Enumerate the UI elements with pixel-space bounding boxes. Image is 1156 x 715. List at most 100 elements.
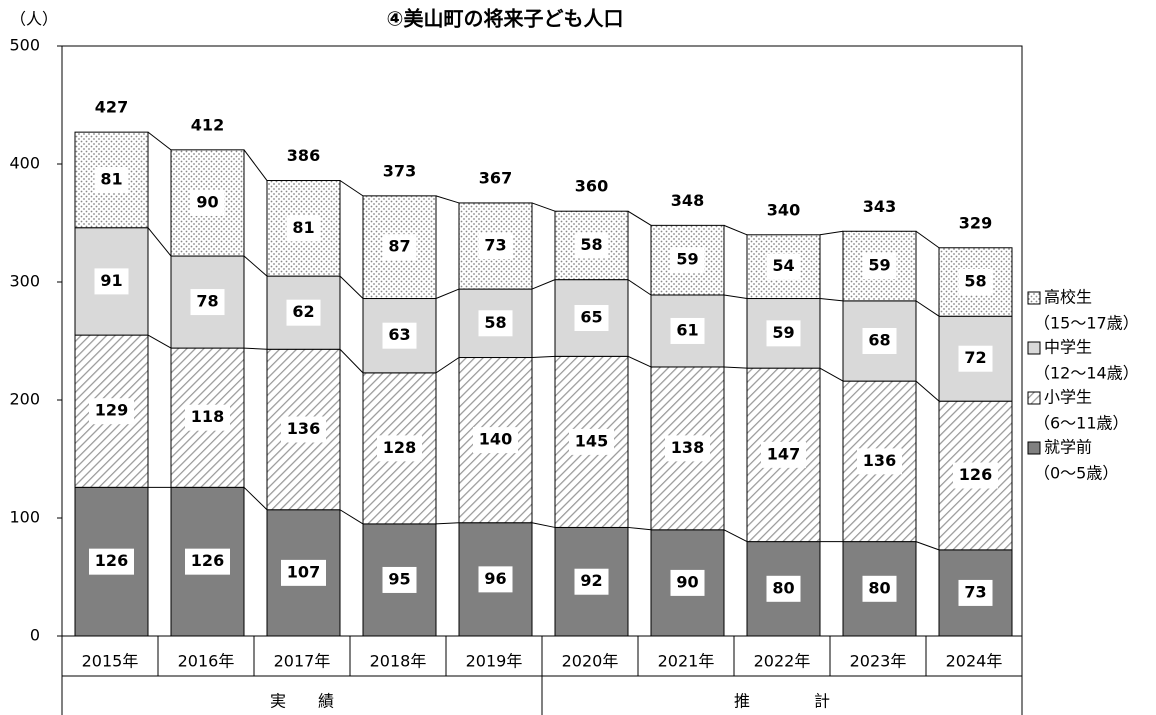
label-box	[190, 189, 225, 216]
value-label: 58	[484, 313, 506, 332]
value-label: 58	[964, 272, 986, 291]
value-label: 96	[484, 569, 506, 588]
label-box	[286, 299, 321, 326]
value-label: 140	[479, 430, 512, 449]
label-box	[958, 269, 993, 295]
value-label: 136	[287, 419, 320, 438]
connector	[147, 131, 172, 151]
connector	[243, 486, 268, 511]
x-tick-label: 2024年	[946, 652, 1003, 671]
total-label: 367	[479, 168, 512, 187]
label-box	[766, 320, 801, 347]
total-label: 329	[959, 213, 992, 232]
label-box	[89, 398, 134, 425]
connector	[243, 347, 268, 350]
label-box	[766, 253, 801, 280]
value-label: 59	[772, 323, 794, 342]
label-box	[281, 416, 326, 443]
label-box	[281, 559, 326, 586]
connector	[723, 366, 748, 369]
connector	[723, 529, 748, 543]
label-box	[473, 427, 518, 454]
value-label: 136	[863, 451, 896, 470]
connector	[915, 380, 940, 402]
legend-label: 小学生	[1044, 388, 1092, 407]
label-box	[377, 435, 422, 462]
value-label: 90	[676, 572, 698, 591]
connector	[915, 230, 940, 249]
connector	[339, 275, 364, 299]
total-label: 340	[767, 200, 800, 219]
connector	[339, 180, 364, 197]
legend-swatch	[1027, 391, 1041, 405]
x-tick-label: 2016年	[178, 652, 235, 671]
connector	[819, 230, 844, 236]
value-label: 72	[964, 348, 986, 367]
value-label: 63	[388, 325, 410, 344]
label-box	[382, 322, 417, 349]
value-label: 78	[196, 292, 218, 311]
connector	[435, 522, 460, 525]
legend-age: （6～11歳）	[1034, 414, 1129, 433]
connector	[723, 224, 748, 236]
label-box	[670, 247, 705, 274]
value-label: 90	[196, 192, 218, 211]
value-label: 80	[868, 578, 890, 597]
connector	[531, 202, 556, 212]
label-box	[862, 253, 897, 280]
value-label: 59	[676, 250, 698, 269]
connector	[531, 279, 556, 290]
legend-age: （12～14歳）	[1034, 364, 1139, 383]
connector	[915, 300, 940, 317]
label-box	[382, 566, 417, 593]
connector	[243, 255, 268, 277]
value-label: 68	[868, 331, 890, 350]
label-box	[569, 428, 614, 455]
value-label: 54	[772, 256, 794, 275]
value-label: 92	[580, 571, 602, 590]
total-label: 386	[287, 146, 320, 165]
x-tick-label: 2019年	[466, 652, 523, 671]
y-tick-label: 400	[9, 154, 40, 173]
label-box	[862, 328, 897, 354]
x-tick-label: 2023年	[850, 652, 907, 671]
y-tick-label: 200	[9, 390, 40, 409]
label-box	[478, 233, 513, 260]
total-label: 343	[863, 197, 896, 216]
connector	[531, 355, 556, 359]
y-tick-label: 100	[9, 508, 40, 527]
connector	[435, 357, 460, 374]
value-label: 81	[292, 218, 314, 237]
connector	[147, 334, 172, 349]
x-tick-label: 2018年	[370, 652, 427, 671]
value-label: 73	[484, 236, 506, 255]
total-label: 373	[383, 161, 416, 180]
label-box	[382, 234, 417, 261]
value-label: 147	[767, 444, 800, 463]
label-box	[94, 166, 129, 193]
value-label: 58	[580, 235, 602, 254]
label-box	[857, 448, 902, 475]
value-label: 126	[959, 465, 992, 484]
label-box	[958, 579, 993, 606]
value-label: 126	[191, 551, 224, 570]
label-box	[185, 404, 230, 431]
connector	[627, 210, 652, 226]
connector	[627, 279, 652, 296]
y-tick-label: 500	[9, 36, 40, 55]
value-label: 145	[575, 431, 608, 450]
connector	[147, 227, 172, 257]
legend-label: 中学生	[1044, 338, 1092, 357]
label-box	[286, 215, 321, 242]
x-tick-label: 2020年	[562, 652, 619, 671]
label-box	[862, 575, 897, 602]
connector	[819, 298, 844, 302]
label-box	[953, 462, 998, 489]
connector	[723, 294, 748, 300]
x-tick-label: 2015年	[82, 652, 139, 671]
total-label: 360	[575, 177, 608, 196]
label-box	[670, 317, 705, 344]
label-box	[478, 310, 513, 337]
value-label: 126	[95, 551, 128, 570]
